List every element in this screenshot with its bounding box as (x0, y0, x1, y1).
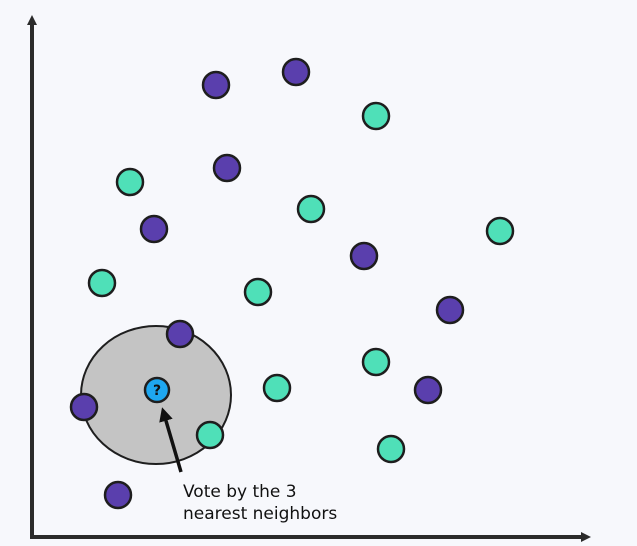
class-a-point-3 (212, 153, 242, 183)
class-a-point-6 (139, 214, 169, 244)
annotation-arrow (159, 407, 183, 473)
class-b-point-5 (296, 194, 326, 224)
class-b-point-14 (262, 373, 292, 403)
class-b-point-18 (376, 434, 406, 464)
class-a-point-8 (349, 241, 379, 271)
class-b-point-9 (87, 268, 117, 298)
class-a-point-19 (103, 480, 133, 510)
class-b-point-17 (195, 420, 225, 450)
class-a-point-0 (201, 70, 231, 100)
class-b-point-13 (361, 347, 391, 377)
class-a-point-11 (435, 295, 465, 325)
class-b-point-4 (115, 167, 145, 197)
annotation-line-1: Vote by the 3 (183, 482, 297, 502)
query-point-marker (143, 376, 171, 404)
class-a-point-16 (69, 392, 99, 422)
axes (27, 15, 591, 542)
class-b-point-10 (243, 277, 273, 307)
data-points (69, 57, 515, 510)
class-b-point-2 (361, 101, 391, 131)
query-point-label: ? (153, 383, 161, 399)
class-a-point-15 (413, 375, 443, 405)
query-point: ? (143, 376, 171, 404)
class-b-point-7 (485, 216, 515, 246)
annotation-line-2: nearest neighbors (183, 504, 337, 524)
class-a-point-12 (165, 319, 195, 349)
class-a-point-1 (281, 57, 311, 87)
